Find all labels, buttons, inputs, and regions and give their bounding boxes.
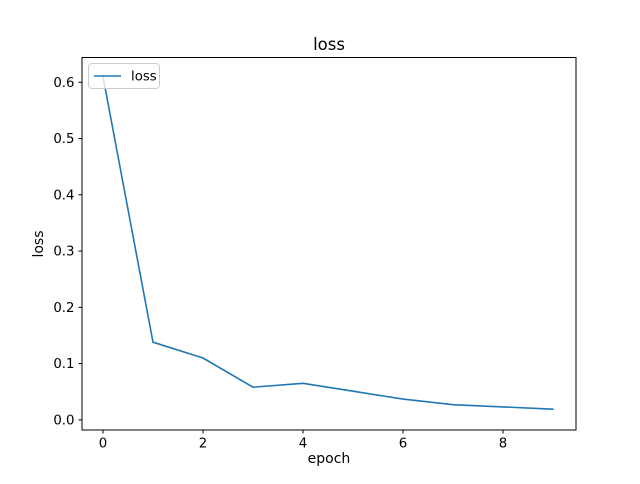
x-tick-label: 8	[499, 437, 507, 452]
x-tick-label: 2	[199, 437, 207, 452]
x-tick-label: 4	[299, 437, 307, 452]
y-tick-label: 0.2	[53, 301, 74, 316]
plot-area	[81, 57, 577, 431]
chart-title: loss	[313, 35, 345, 54]
legend-box	[88, 63, 160, 89]
y-tick-label: 0.6	[53, 76, 74, 91]
x-axis-ticks: 0 2 4 6 8	[99, 430, 507, 452]
loss-line	[102, 75, 554, 411]
legend-label: loss	[131, 70, 157, 85]
y-tick-label: 0.0	[53, 413, 74, 428]
x-tick-label: 6	[399, 437, 407, 452]
y-axis-label: loss	[31, 230, 47, 257]
y-tick-label: 0.4	[53, 188, 74, 203]
x-tick-label: 0	[99, 437, 107, 452]
y-tick-label: 0.3	[53, 245, 74, 260]
y-tick-label: 0.5	[53, 132, 74, 147]
y-axis-ticks: 0.0 0.1 0.2 0.3 0.4 0.5 0.6	[53, 76, 82, 428]
y-tick-label: 0.1	[53, 357, 74, 372]
x-axis-label: epoch	[308, 451, 351, 467]
legend: loss	[88, 63, 160, 89]
